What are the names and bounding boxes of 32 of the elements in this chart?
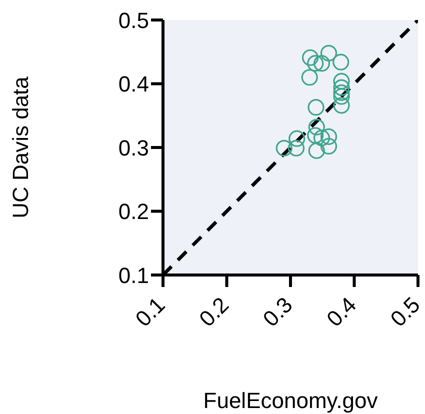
x-tick-label: 0.5	[386, 292, 425, 332]
y-axis-title: UC Davis data	[8, 76, 33, 218]
point	[302, 49, 319, 66]
point	[320, 44, 338, 62]
point	[313, 130, 330, 146]
point	[308, 118, 325, 136]
point	[288, 140, 305, 156]
point	[333, 84, 350, 101]
y-tick-label: 0.4	[118, 72, 149, 97]
y-tick-label: 0.1	[118, 262, 149, 288]
point	[276, 140, 292, 156]
point	[320, 128, 338, 145]
point	[308, 99, 324, 116]
point	[333, 79, 350, 96]
point	[332, 54, 350, 70]
point	[333, 88, 350, 105]
point	[301, 69, 318, 86]
y-tick-label: 0.2	[118, 199, 149, 224]
point	[308, 142, 325, 159]
x-tick-label: 0.3	[258, 292, 298, 332]
x-tick-label: 0.4	[322, 292, 362, 332]
point	[307, 55, 324, 72]
point	[333, 97, 350, 114]
point	[333, 72, 350, 90]
point	[320, 138, 338, 155]
y-tick-label: 0.3	[118, 135, 149, 160]
point	[307, 127, 324, 144]
x-tick-label: 0.2	[194, 292, 234, 332]
x-axis-title: FuelEconomy.gov	[203, 388, 378, 413]
point	[288, 130, 306, 147]
point	[313, 55, 330, 72]
y-tick-label: 0.5	[118, 8, 149, 33]
